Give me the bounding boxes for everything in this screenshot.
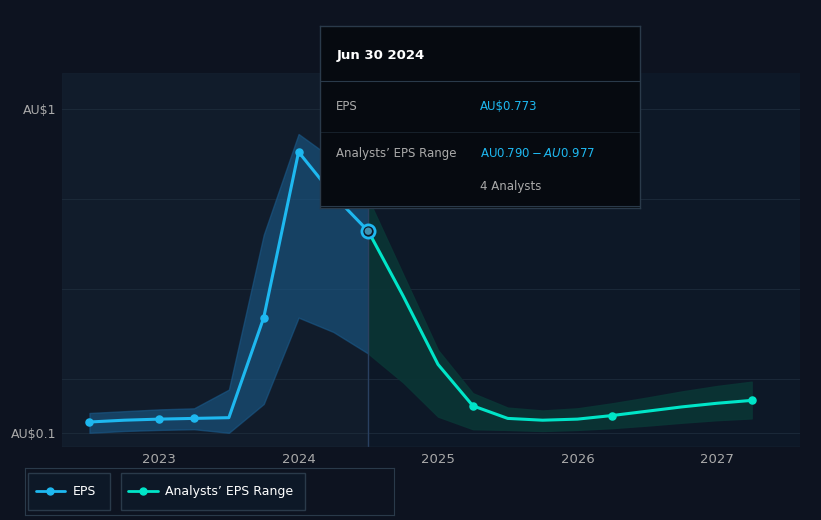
Text: Jun 30 2024: Jun 30 2024: [337, 48, 424, 61]
Text: Actual: Actual: [324, 53, 361, 66]
Point: [362, 227, 375, 236]
Point: [187, 414, 200, 423]
Point: [44, 487, 57, 496]
Point: [466, 401, 479, 410]
Point: [745, 396, 759, 405]
Point: [292, 148, 305, 156]
Point: [327, 191, 340, 199]
Bar: [62, 73, 369, 447]
Point: [606, 411, 619, 420]
Text: Analysts’ EPS Range: Analysts’ EPS Range: [337, 147, 456, 160]
Point: [83, 418, 96, 426]
Text: AU$0.773: AU$0.773: [480, 99, 538, 112]
Text: Analysts’ EPS Range: Analysts’ EPS Range: [165, 485, 293, 498]
Text: 4 Analysts: 4 Analysts: [480, 180, 542, 193]
Bar: [121, 473, 305, 510]
Point: [257, 314, 270, 322]
Point: [153, 415, 166, 423]
Point: [362, 227, 375, 236]
Text: EPS: EPS: [72, 485, 96, 498]
Text: AU$0.790 - AU$0.977: AU$0.790 - AU$0.977: [480, 147, 595, 160]
Text: Analysts Forecasts: Analysts Forecasts: [376, 53, 485, 66]
Text: EPS: EPS: [337, 99, 358, 112]
Point: [136, 487, 149, 496]
Bar: [28, 473, 110, 510]
